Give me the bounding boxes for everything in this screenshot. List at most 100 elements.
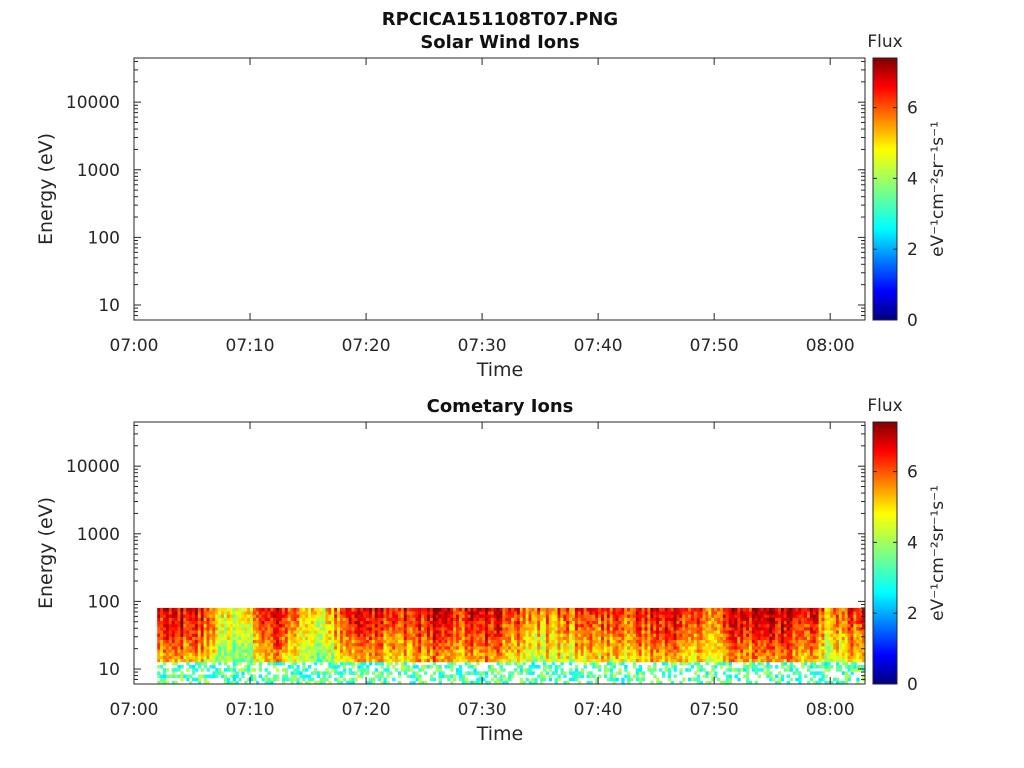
heatmap-cell — [835, 649, 840, 653]
heatmap-cell — [290, 633, 294, 637]
heatmap-cell — [743, 652, 747, 656]
heatmap-cell — [325, 668, 329, 672]
heatmap-cell — [377, 617, 381, 622]
heatmap-cell — [366, 611, 370, 615]
heatmap-cell — [395, 620, 399, 625]
heatmap-cell — [528, 611, 532, 615]
heatmap-cell — [525, 630, 529, 634]
heatmap-cell — [377, 639, 381, 644]
heatmap-cell — [786, 668, 790, 672]
heatmap-cell — [366, 617, 370, 622]
heatmap-cell — [702, 668, 706, 672]
heatmap-cell — [656, 655, 660, 660]
heatmap-cell — [664, 623, 669, 628]
heatmap-cell — [328, 671, 332, 675]
heatmap-cell — [215, 633, 219, 637]
heatmap-cell — [186, 607, 190, 612]
heatmap-cell — [557, 614, 561, 618]
heatmap-cell — [746, 636, 750, 641]
heatmap-cell — [467, 658, 471, 663]
heatmap-cell — [789, 630, 793, 634]
heatmap-cell — [705, 620, 709, 625]
heatmap-cell — [815, 614, 819, 618]
heatmap-cell — [313, 614, 318, 618]
heatmap-cell — [226, 655, 231, 660]
heatmap-cell — [296, 671, 300, 675]
heatmap-cell — [374, 607, 379, 612]
heatmap-cell — [824, 626, 828, 631]
heatmap-cell — [650, 611, 654, 615]
heatmap-cell — [795, 614, 799, 618]
heatmap-cell — [612, 661, 616, 666]
heatmap-cell — [189, 633, 193, 637]
heatmap-cell — [403, 633, 408, 637]
heatmap-cell — [574, 664, 579, 669]
heatmap-cell — [186, 614, 190, 618]
heatmap-cell — [792, 617, 796, 622]
heatmap-cell — [276, 649, 280, 653]
heatmap-cell — [795, 658, 799, 663]
heatmap-cell — [688, 661, 692, 666]
heatmap-cell — [284, 626, 289, 631]
heatmap-cell — [551, 652, 556, 656]
heatmap-cell — [267, 658, 271, 663]
heatmap-cell — [342, 649, 347, 653]
heatmap-cell — [458, 674, 463, 679]
heatmap-cell — [177, 607, 181, 612]
heatmap-cell — [528, 639, 532, 644]
heatmap-cell — [174, 633, 178, 637]
heatmap-cell — [487, 611, 492, 615]
heatmap-cell — [174, 617, 178, 622]
heatmap-cell — [606, 633, 611, 637]
heatmap-cell — [557, 642, 561, 647]
heatmap-cell — [258, 620, 263, 625]
heatmap-cell — [389, 658, 393, 663]
heatmap-cell — [580, 607, 585, 612]
heatmap-cell — [598, 617, 602, 622]
heatmap-cell — [412, 620, 416, 625]
heatmap-cell — [273, 674, 277, 679]
heatmap-cell — [424, 611, 428, 615]
heatmap-cell — [731, 607, 735, 612]
heatmap-cell — [180, 639, 184, 644]
heatmap-cell — [447, 623, 451, 628]
heatmap-cell — [656, 645, 660, 650]
heatmap-cell — [174, 649, 178, 653]
heatmap-cell — [418, 677, 422, 682]
heatmap-cell — [183, 620, 187, 625]
heatmap-cell — [212, 674, 216, 679]
heatmap-cell — [334, 645, 338, 650]
heatmap-cell — [728, 661, 732, 666]
heatmap-cell — [586, 658, 590, 663]
heatmap-cell — [650, 614, 654, 618]
heatmap-cell — [844, 630, 848, 634]
heatmap-cell — [798, 620, 802, 625]
heatmap-cell — [223, 626, 228, 631]
heatmap-cell — [792, 655, 796, 660]
heatmap-cell — [528, 620, 532, 625]
heatmap-cell — [368, 614, 373, 618]
heatmap-cell — [624, 623, 628, 628]
heatmap-cell — [441, 639, 445, 644]
heatmap-cell — [354, 642, 358, 647]
heatmap-cell — [464, 630, 468, 634]
heatmap-cell — [647, 645, 651, 650]
heatmap-cell — [627, 642, 631, 647]
heatmap-cell — [522, 630, 527, 634]
heatmap-cell — [247, 607, 251, 612]
heatmap-cell — [505, 636, 509, 641]
heatmap-cell — [664, 658, 669, 663]
heatmap-cell — [711, 626, 715, 631]
heatmap-cell — [641, 652, 645, 656]
heatmap-cell — [740, 626, 744, 631]
heatmap-cell — [601, 630, 605, 634]
heatmap-cell — [516, 633, 521, 637]
heatmap-cell — [818, 658, 822, 663]
heatmap-cell — [551, 661, 556, 666]
heatmap-cell — [612, 614, 616, 618]
heatmap-cell — [337, 614, 341, 618]
heatmap-cell — [682, 661, 686, 666]
heatmap-cell — [232, 668, 236, 672]
heatmap-cell — [627, 674, 631, 679]
